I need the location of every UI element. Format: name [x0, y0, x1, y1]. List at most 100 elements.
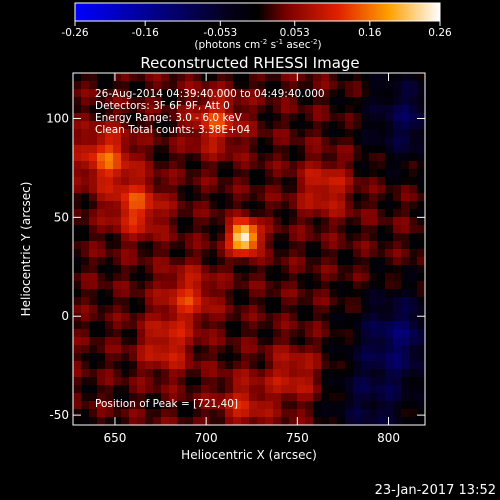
heatmap-cell [209, 369, 218, 378]
heatmap-cell [105, 73, 114, 82]
heatmap-cell [161, 73, 170, 82]
heatmap-cell [233, 265, 242, 274]
heatmap-cell [241, 201, 250, 210]
heatmap-cell [409, 81, 418, 90]
heatmap-cell [209, 321, 218, 330]
heatmap-cell [209, 281, 218, 290]
heatmap-cell [297, 257, 306, 266]
heatmap-cell [233, 153, 242, 162]
heatmap-cell [369, 345, 378, 354]
heatmap-cell [337, 97, 346, 106]
heatmap-cell [129, 193, 138, 202]
heatmap-cell [161, 281, 170, 290]
heatmap-cell [121, 321, 130, 330]
heatmap-cell [137, 177, 146, 186]
heatmap-cell [401, 273, 410, 282]
heatmap-cell [289, 289, 298, 298]
heatmap-cell [393, 297, 402, 306]
heatmap-cell [337, 417, 346, 426]
heatmap-cell [169, 121, 178, 130]
heatmap-cell [97, 121, 106, 130]
heatmap-cell [145, 113, 154, 122]
heatmap-cell [97, 313, 106, 322]
heatmap-cell [129, 385, 138, 394]
heatmap-cell [201, 289, 210, 298]
heatmap-cell [89, 97, 98, 106]
heatmap-cell [209, 385, 218, 394]
heatmap-cell [97, 193, 106, 202]
heatmap-cell [161, 177, 170, 186]
heatmap-cell [201, 225, 210, 234]
heatmap-cell [345, 225, 354, 234]
heatmap-cell [241, 137, 250, 146]
heatmap-cell [273, 305, 282, 314]
heatmap-cell [265, 265, 274, 274]
heatmap-cell [81, 225, 90, 234]
heatmap-cell [145, 81, 154, 90]
heatmap-cell [201, 121, 210, 130]
heatmap-cell [241, 177, 250, 186]
heatmap-cell [193, 417, 202, 426]
heatmap-cell [353, 121, 362, 130]
heatmap-cell [361, 401, 370, 410]
heatmap-cell [217, 121, 226, 130]
heatmap-cell [185, 73, 194, 82]
heatmap-cell [153, 201, 162, 210]
heatmap-cell [417, 305, 426, 314]
heatmap-cell [177, 281, 186, 290]
heatmap-cell [121, 129, 130, 138]
heatmap-cell [393, 321, 402, 330]
heatmap-cell [161, 273, 170, 282]
heatmap-cell [361, 305, 370, 314]
heatmap-cell [81, 265, 90, 274]
heatmap-cell [273, 153, 282, 162]
heatmap-cell [113, 417, 122, 426]
heatmap-cell [409, 321, 418, 330]
heatmap-cell [313, 377, 322, 386]
heatmap-cell [361, 97, 370, 106]
heatmap-cell [321, 209, 330, 218]
heatmap-cell [193, 353, 202, 362]
heatmap-cell [417, 185, 426, 194]
heatmap-cell [257, 161, 266, 170]
heatmap-cell [129, 185, 138, 194]
heatmap-cell [297, 201, 306, 210]
heatmap-cell [193, 145, 202, 154]
heatmap-cell [161, 225, 170, 234]
heatmap-cell [289, 169, 298, 178]
heatmap-cell [153, 249, 162, 258]
heatmap-cell [73, 361, 82, 370]
y-tick-label: -50 [49, 408, 69, 422]
heatmap-cell [185, 321, 194, 330]
heatmap-cell [345, 369, 354, 378]
heatmap-cell [201, 409, 210, 418]
heatmap-cell [393, 129, 402, 138]
heatmap-cell [273, 81, 282, 90]
heatmap-cell [89, 305, 98, 314]
heatmap-cell [409, 281, 418, 290]
heatmap-cell [377, 129, 386, 138]
heatmap-cell [225, 81, 234, 90]
heatmap-cell [273, 185, 282, 194]
heatmap-cell [313, 313, 322, 322]
heatmap-cell [209, 305, 218, 314]
heatmap-cell [177, 265, 186, 274]
heatmap-cell [89, 353, 98, 362]
heatmap-cell [361, 393, 370, 402]
heatmap-cell [257, 121, 266, 130]
heatmap-cell [233, 89, 242, 98]
heatmap-cell [249, 193, 258, 202]
heatmap-cell [241, 113, 250, 122]
heatmap-cell [89, 113, 98, 122]
heatmap-cell [361, 361, 370, 370]
heatmap-cell [265, 145, 274, 154]
heatmap-cell [377, 337, 386, 346]
heatmap-cell [377, 385, 386, 394]
heatmap-cell [297, 153, 306, 162]
heatmap-cell [401, 201, 410, 210]
heatmap-cell [177, 201, 186, 210]
heatmap-cell [337, 257, 346, 266]
heatmap-cell [233, 369, 242, 378]
heatmap-cell [353, 369, 362, 378]
heatmap-cell [273, 129, 282, 138]
